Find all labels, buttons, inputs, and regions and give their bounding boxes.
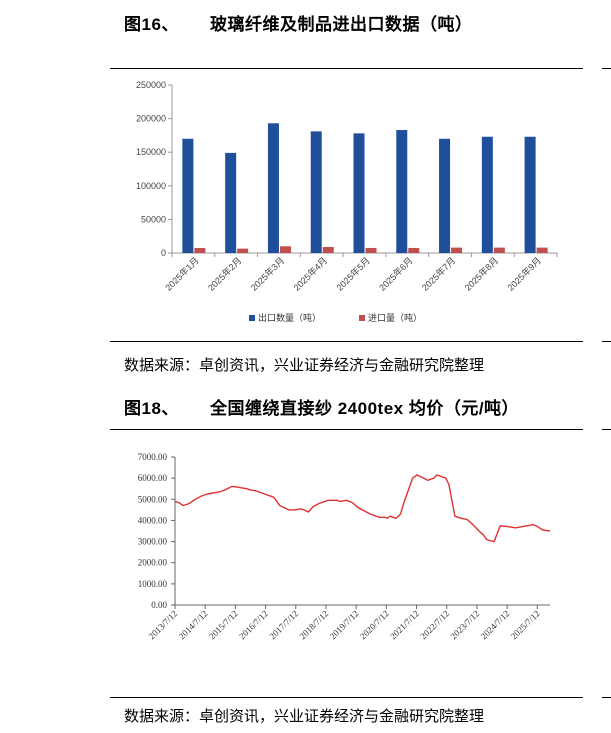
y-tick-label: 7000.00 — [138, 452, 168, 462]
x-tick-label: 2015/7/12 — [207, 608, 240, 641]
bar-import — [194, 247, 206, 253]
figure-16-bottom-rule-stub — [602, 341, 611, 342]
x-tick-label: 2014/7/12 — [177, 608, 210, 641]
x-tick-label: 2025年3月 — [248, 255, 286, 293]
legend-label-export: 出口数量（吨） — [258, 312, 321, 323]
y-tick-label: 3000.00 — [138, 537, 168, 547]
bar-export — [310, 131, 322, 253]
x-tick-label: 2025年9月 — [505, 255, 543, 293]
legend-label-import: 进口量（吨） — [368, 312, 422, 323]
y-tick-label: 6000.00 — [138, 473, 168, 483]
bar-export — [267, 123, 279, 253]
figure-18-bottom-rule — [110, 697, 583, 698]
figure-16-number: 图16、 — [124, 15, 179, 34]
figure-16-top-rule-stub — [602, 68, 611, 69]
bar-import — [493, 247, 505, 253]
x-tick-label: 2022/7/12 — [418, 608, 451, 641]
bar-export — [439, 138, 451, 253]
x-tick-label: 2025年1月 — [163, 255, 201, 293]
figure-18-bottom-rule-stub — [602, 697, 611, 698]
figure-16-source: 数据来源：卓创资讯，兴业证券经济与金融研究院整理 — [124, 357, 485, 374]
bar-import — [322, 246, 334, 253]
x-tick-label: 2025年8月 — [462, 255, 500, 293]
x-tick-label: 2025年2月 — [205, 255, 243, 293]
price-line — [174, 474, 551, 543]
y-tick-label: 250000 — [136, 80, 166, 90]
y-tick-label: 0 — [161, 248, 166, 258]
figure-18-caption: 全国缠绕直接纱 2400tex 均价（元/吨） — [210, 399, 520, 418]
x-tick-label: 2016/7/12 — [237, 608, 270, 641]
figure-16-caption: 玻璃纤维及制品进出口数据（吨） — [210, 15, 473, 34]
bar-export — [524, 136, 536, 253]
x-tick-label: 2023/7/12 — [448, 608, 481, 641]
bar-export — [481, 136, 493, 253]
bar-import — [451, 247, 463, 253]
figure-16-title: 图16、 玻璃纤维及制品进出口数据（吨） — [124, 10, 473, 35]
figure-18-top-rule-stub — [602, 429, 611, 430]
x-tick-label: 2025/7/12 — [509, 608, 542, 641]
y-tick-label: 50000 — [141, 214, 166, 224]
bar-export — [396, 130, 408, 253]
bar-import — [365, 247, 377, 253]
y-tick-label: 2000.00 — [138, 558, 168, 568]
bar-export — [225, 152, 237, 253]
x-tick-label: 2019/7/12 — [328, 608, 361, 641]
x-tick-label: 2020/7/12 — [358, 608, 391, 641]
bar-import — [279, 246, 291, 253]
x-tick-label: 2017/7/12 — [267, 608, 300, 641]
x-tick-label: 2013/7/12 — [147, 608, 180, 641]
y-tick-label: 100000 — [136, 181, 166, 191]
y-tick-label: 200000 — [136, 114, 166, 124]
y-tick-label: 0.00 — [151, 600, 167, 610]
x-tick-label: 2025年5月 — [334, 255, 372, 293]
y-tick-label: 4000.00 — [138, 515, 168, 525]
figure-16-top-rule — [110, 68, 583, 69]
figure-18-top-rule — [110, 429, 583, 430]
x-tick-label: 2025年6月 — [376, 255, 414, 293]
bar-export — [182, 138, 194, 253]
figure-16-bottom-rule — [110, 341, 583, 342]
bar-export — [353, 133, 365, 253]
x-tick-label: 2025年4月 — [291, 255, 329, 293]
legend-swatch-import — [359, 315, 365, 321]
line-chart: 0.00 1000.00 2000.00 3000.00 4000.00 5000.00 6… — [138, 452, 551, 641]
x-tick-label: 2024/7/12 — [479, 608, 512, 641]
bar-import — [237, 248, 249, 253]
legend-swatch-export — [249, 315, 255, 321]
y-tick-label: 5000.00 — [138, 494, 168, 504]
bar-import — [536, 247, 548, 253]
x-tick-label: 2025年7月 — [419, 255, 457, 293]
x-tick-label: 2021/7/12 — [388, 608, 421, 641]
figure-18-title: 图18、 全国缠绕直接纱 2400tex 均价（元/吨） — [124, 394, 519, 419]
y-tick-label: 1000.00 — [138, 579, 168, 589]
figure-18-number: 图18、 — [124, 399, 179, 418]
bar-import — [408, 247, 420, 253]
y-tick-label: 150000 — [136, 147, 166, 157]
figure-18-source: 数据来源：卓创资讯，兴业证券经济与金融研究院整理 — [124, 708, 485, 725]
x-tick-label: 2018/7/12 — [297, 608, 330, 641]
